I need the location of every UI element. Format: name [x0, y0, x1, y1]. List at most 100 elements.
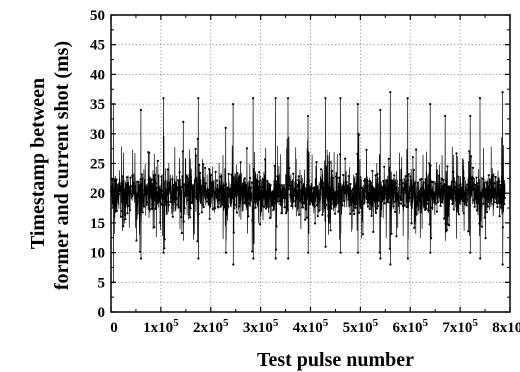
data-point — [458, 201, 461, 204]
data-point — [257, 186, 260, 189]
data-point — [198, 163, 201, 167]
data-point — [412, 187, 415, 190]
data-point — [413, 226, 416, 229]
data-point — [274, 97, 277, 100]
data-point — [145, 203, 148, 206]
data-point — [426, 198, 429, 201]
data-point — [324, 97, 327, 100]
data-point — [333, 205, 336, 208]
data-point — [420, 187, 423, 190]
data-point — [400, 191, 404, 194]
data-point — [330, 207, 333, 210]
data-point — [294, 182, 298, 185]
data-point — [460, 197, 464, 200]
data-point — [427, 192, 430, 195]
data-point — [248, 190, 251, 193]
data-point — [201, 190, 204, 193]
data-point — [377, 199, 380, 202]
data-point — [487, 185, 490, 188]
y-tick-label: 35 — [90, 97, 105, 113]
data-point — [244, 184, 248, 187]
data-point — [154, 207, 157, 210]
data-point — [165, 188, 168, 191]
data-point — [194, 154, 198, 157]
data-point — [440, 193, 443, 196]
data-point — [322, 193, 325, 196]
data-point — [278, 188, 281, 191]
data-point — [284, 193, 287, 196]
data-point — [426, 193, 429, 197]
data-point — [497, 177, 500, 180]
data-point — [332, 188, 335, 191]
data-point — [411, 193, 414, 196]
data-point — [367, 201, 370, 204]
data-point — [395, 186, 398, 189]
data-point — [395, 199, 399, 202]
data-point — [277, 190, 280, 193]
data-point — [238, 205, 241, 208]
data-point — [267, 191, 270, 194]
data-point — [495, 201, 499, 204]
data-point — [260, 186, 263, 189]
data-point — [412, 168, 415, 171]
x-tick-label: 8x105 — [492, 317, 520, 336]
data-point — [409, 175, 412, 178]
data-point — [252, 168, 255, 171]
y-axis-label-line-2: former and current shot (ms) — [51, 41, 73, 290]
data-point — [391, 195, 394, 198]
data-point — [452, 208, 455, 211]
data-point — [113, 180, 116, 183]
data-point — [182, 220, 185, 223]
data-point — [414, 196, 417, 199]
data-point — [315, 161, 318, 164]
data-point — [407, 191, 410, 194]
data-point — [287, 187, 290, 191]
data-point — [484, 188, 487, 191]
data-point — [325, 187, 328, 191]
data-point — [423, 189, 426, 192]
data-point — [465, 198, 469, 201]
data-point — [182, 120, 185, 123]
data-point — [119, 215, 123, 218]
data-point — [217, 206, 220, 209]
data-point — [294, 194, 297, 197]
data-point — [483, 182, 486, 185]
data-point — [200, 211, 203, 214]
data-point — [286, 208, 289, 211]
data-point — [450, 192, 453, 195]
data-point — [129, 185, 133, 188]
data-point — [280, 212, 283, 215]
data-point — [139, 257, 143, 260]
data-point — [353, 212, 356, 216]
data-point — [193, 195, 196, 198]
data-point — [204, 193, 208, 196]
data-point — [313, 205, 316, 209]
data-point — [243, 202, 246, 205]
x-axis-ticks: 0 1x105 2x105 3x105 4x105 5x105 6x105 7x105 8x10… — [110, 15, 520, 336]
data-point — [358, 211, 361, 214]
data-point — [438, 189, 441, 192]
data-point — [140, 173, 143, 176]
data-point — [187, 189, 190, 192]
data-point — [476, 182, 479, 185]
data-point — [432, 180, 435, 183]
data-point — [488, 178, 491, 181]
data-point — [495, 197, 498, 200]
data-point — [151, 207, 154, 211]
data-point — [128, 204, 131, 207]
data-point — [282, 197, 285, 200]
data-point — [318, 209, 321, 212]
data-point — [141, 189, 144, 192]
data-point — [421, 187, 424, 190]
data-point — [254, 199, 258, 202]
data-point — [153, 226, 156, 229]
data-point — [348, 186, 351, 189]
data-point — [498, 215, 501, 218]
data-point — [350, 198, 354, 201]
data-point — [356, 103, 359, 106]
data-point — [311, 194, 314, 198]
data-point — [235, 181, 238, 184]
data-point — [319, 183, 322, 186]
data-point — [362, 202, 365, 205]
data-point — [335, 172, 338, 175]
